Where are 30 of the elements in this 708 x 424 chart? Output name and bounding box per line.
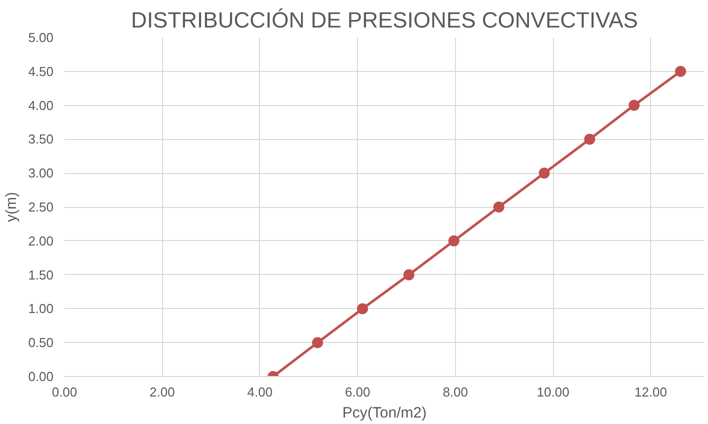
point (448, 235, 460, 246)
x-axis-title: Pcy(Ton/m2) (342, 404, 427, 422)
point (675, 66, 686, 77)
y-tick-label: 4.00 (28, 98, 54, 113)
y-tick-label: 3.00 (28, 166, 54, 181)
y-tick-label: 5.00 (28, 30, 54, 45)
x-tick-label: 4.00 (247, 384, 273, 400)
x-tick-label: 10.00 (536, 384, 570, 400)
y-tick-label: 0.50 (28, 335, 54, 350)
y-tick-label: 0.00 (28, 369, 54, 384)
x-tick-label: 12.00 (634, 384, 668, 400)
point (312, 337, 324, 348)
x-tick-label: 0.00 (52, 384, 78, 400)
point (628, 100, 640, 111)
y-tick-label: 1.00 (28, 301, 54, 316)
chart-title: DISTRIBUCCIÓN DE PRESIONES CONVECTIVAS (131, 8, 638, 32)
y-tick-label: 2.00 (28, 233, 54, 248)
x-tick-label: 6.00 (344, 384, 370, 400)
y-tick-label: 2.50 (28, 200, 54, 214)
y-axis-title: y(m) (3, 192, 20, 222)
x-tick-label: 2.00 (150, 384, 175, 400)
x-tick-label: 8.00 (442, 384, 468, 400)
point (357, 303, 368, 314)
point (493, 202, 504, 212)
y-tick-label: 3.50 (28, 132, 54, 147)
y-tick-label: 4.50 (28, 64, 54, 79)
point (403, 269, 414, 280)
y-tick-label: 1.50 (28, 267, 54, 282)
point (584, 134, 596, 145)
point (538, 168, 550, 179)
